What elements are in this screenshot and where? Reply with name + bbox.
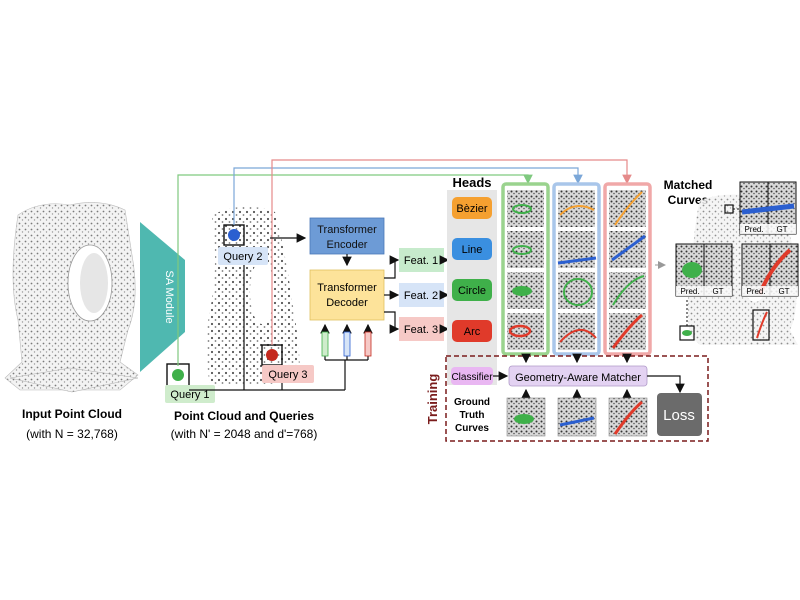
feat3-label: Feat. 3 xyxy=(404,324,438,336)
query-point-cloud xyxy=(206,206,300,386)
input-point-cloud xyxy=(4,202,139,393)
query1-embedding-bar xyxy=(321,331,329,357)
head-arc xyxy=(452,320,492,342)
query2-label: Query 2 xyxy=(223,251,262,263)
classifier-label: Classifier xyxy=(451,372,493,383)
query3-marker xyxy=(266,349,278,361)
head-circle-label: Circle xyxy=(458,285,486,297)
gt-label-line2: Truth xyxy=(460,410,485,421)
head-arc-label: Arc xyxy=(464,326,481,338)
query3-route-line xyxy=(271,159,632,345)
heads-title: Heads xyxy=(452,175,491,190)
loss-box xyxy=(657,393,702,436)
matched-arc-gt: GT xyxy=(778,287,789,296)
query1-label: Query 1 xyxy=(170,389,209,401)
matched-title-line2: Curves xyxy=(668,193,709,207)
encoder-label-line1: Transformer xyxy=(317,224,377,236)
query3-tag xyxy=(262,365,314,383)
feat3-box xyxy=(399,317,444,341)
feat1-label: Feat. 1 xyxy=(404,255,438,267)
head-line xyxy=(452,238,492,260)
feat1-box xyxy=(399,248,444,272)
input-subtitle: (with N = 32,768) xyxy=(26,427,118,441)
predictions-query3-column xyxy=(603,182,652,356)
matched-line-pred: Pred. xyxy=(744,225,763,234)
matched-circle-pred: Pred. xyxy=(680,287,699,296)
predictions-query1-column xyxy=(501,182,550,356)
classifier-box xyxy=(451,367,493,385)
transformer-encoder xyxy=(309,217,385,255)
encoder-label-line2: Encoder xyxy=(327,239,368,251)
ground-truth-thumbnails xyxy=(506,397,648,437)
matched-line-gt: GT xyxy=(776,225,787,234)
matcher-to-loss-arrow xyxy=(647,375,685,394)
input-title: Input Point Cloud xyxy=(22,407,122,421)
matched-circle-gt: GT xyxy=(712,287,723,296)
query3-label: Query 3 xyxy=(268,369,307,381)
loss-label: Loss xyxy=(663,407,695,424)
query2-tag xyxy=(218,247,268,265)
query1-marker xyxy=(172,369,184,381)
decoder-label-line2: Decoder xyxy=(326,297,368,309)
training-label: Training xyxy=(425,374,440,425)
matched-arc-pred: Pred. xyxy=(746,287,765,296)
queries-subtitle: (with N' = 2048 and d'=768) xyxy=(171,427,318,441)
matched-title-line1: Matched xyxy=(664,178,713,192)
feat2-box xyxy=(399,283,444,307)
transformer-decoder xyxy=(309,269,385,321)
gt-label-line3: Curves xyxy=(455,423,489,434)
sa-module-shape xyxy=(140,222,185,372)
gt-label-line1: Ground xyxy=(454,397,490,408)
query1-route-line xyxy=(177,174,533,366)
head-bezier-label: Bèzier xyxy=(456,203,488,215)
feat2-label: Feat. 2 xyxy=(404,290,438,302)
head-bezier xyxy=(452,197,492,219)
sa-module-label: SA Module xyxy=(163,270,175,323)
queries-title: Point Cloud and Queries xyxy=(174,409,314,423)
predictions-query2-column xyxy=(552,182,601,356)
query3-embedding-bar xyxy=(364,331,372,357)
head-circle xyxy=(452,279,492,301)
decoder-label-line1: Transformer xyxy=(317,282,377,294)
head-line-label: Line xyxy=(462,244,483,256)
query2-route-line xyxy=(233,167,583,225)
query2-embedding-bar xyxy=(343,331,351,357)
query2-marker xyxy=(228,229,240,241)
matcher-label: Geometry-Aware Matcher xyxy=(515,372,641,384)
